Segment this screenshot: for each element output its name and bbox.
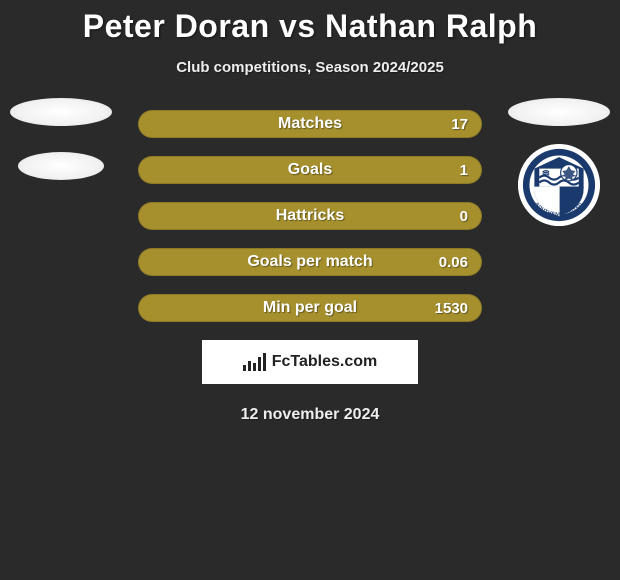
stat-bar: Hattricks0 — [138, 202, 482, 230]
branding-text: FcTables.com — [272, 353, 378, 371]
stat-value: 0.06 — [439, 254, 468, 271]
badge-placeholder — [18, 152, 104, 180]
date-line: 12 november 2024 — [0, 406, 620, 424]
left-player-badges — [10, 98, 112, 206]
chart-icon — [243, 353, 266, 371]
comparison-card: Peter Doran vs Nathan Ralph Club competi… — [0, 0, 620, 424]
stat-bar: Matches17 — [138, 110, 482, 138]
right-player-badges: SOUTHEND UNITED — [508, 98, 610, 226]
club-badge: SOUTHEND UNITED — [518, 144, 600, 226]
stat-bar: Min per goal1530 — [138, 294, 482, 322]
stat-label: Goals — [138, 161, 482, 179]
stat-value: 0 — [460, 208, 468, 225]
branding-box: FcTables.com — [202, 340, 418, 384]
page-title: Peter Doran vs Nathan Ralph — [0, 8, 620, 45]
shield-icon: SOUTHEND UNITED — [518, 144, 600, 226]
stat-label: Min per goal — [138, 299, 482, 317]
stat-label: Goals per match — [138, 253, 482, 271]
stat-bar: Goals1 — [138, 156, 482, 184]
badge-placeholder — [10, 98, 112, 126]
stat-value: 17 — [451, 116, 468, 133]
stat-label: Hattricks — [138, 207, 482, 225]
stat-label: Matches — [138, 115, 482, 133]
badge-placeholder — [508, 98, 610, 126]
stat-value: 1530 — [435, 300, 468, 317]
subtitle: Club competitions, Season 2024/2025 — [0, 59, 620, 76]
stat-bar: Goals per match0.06 — [138, 248, 482, 276]
stats-area: SOUTHEND UNITED Matches17 Goals1 Hattricks… — [0, 110, 620, 424]
stat-value: 1 — [460, 162, 468, 179]
